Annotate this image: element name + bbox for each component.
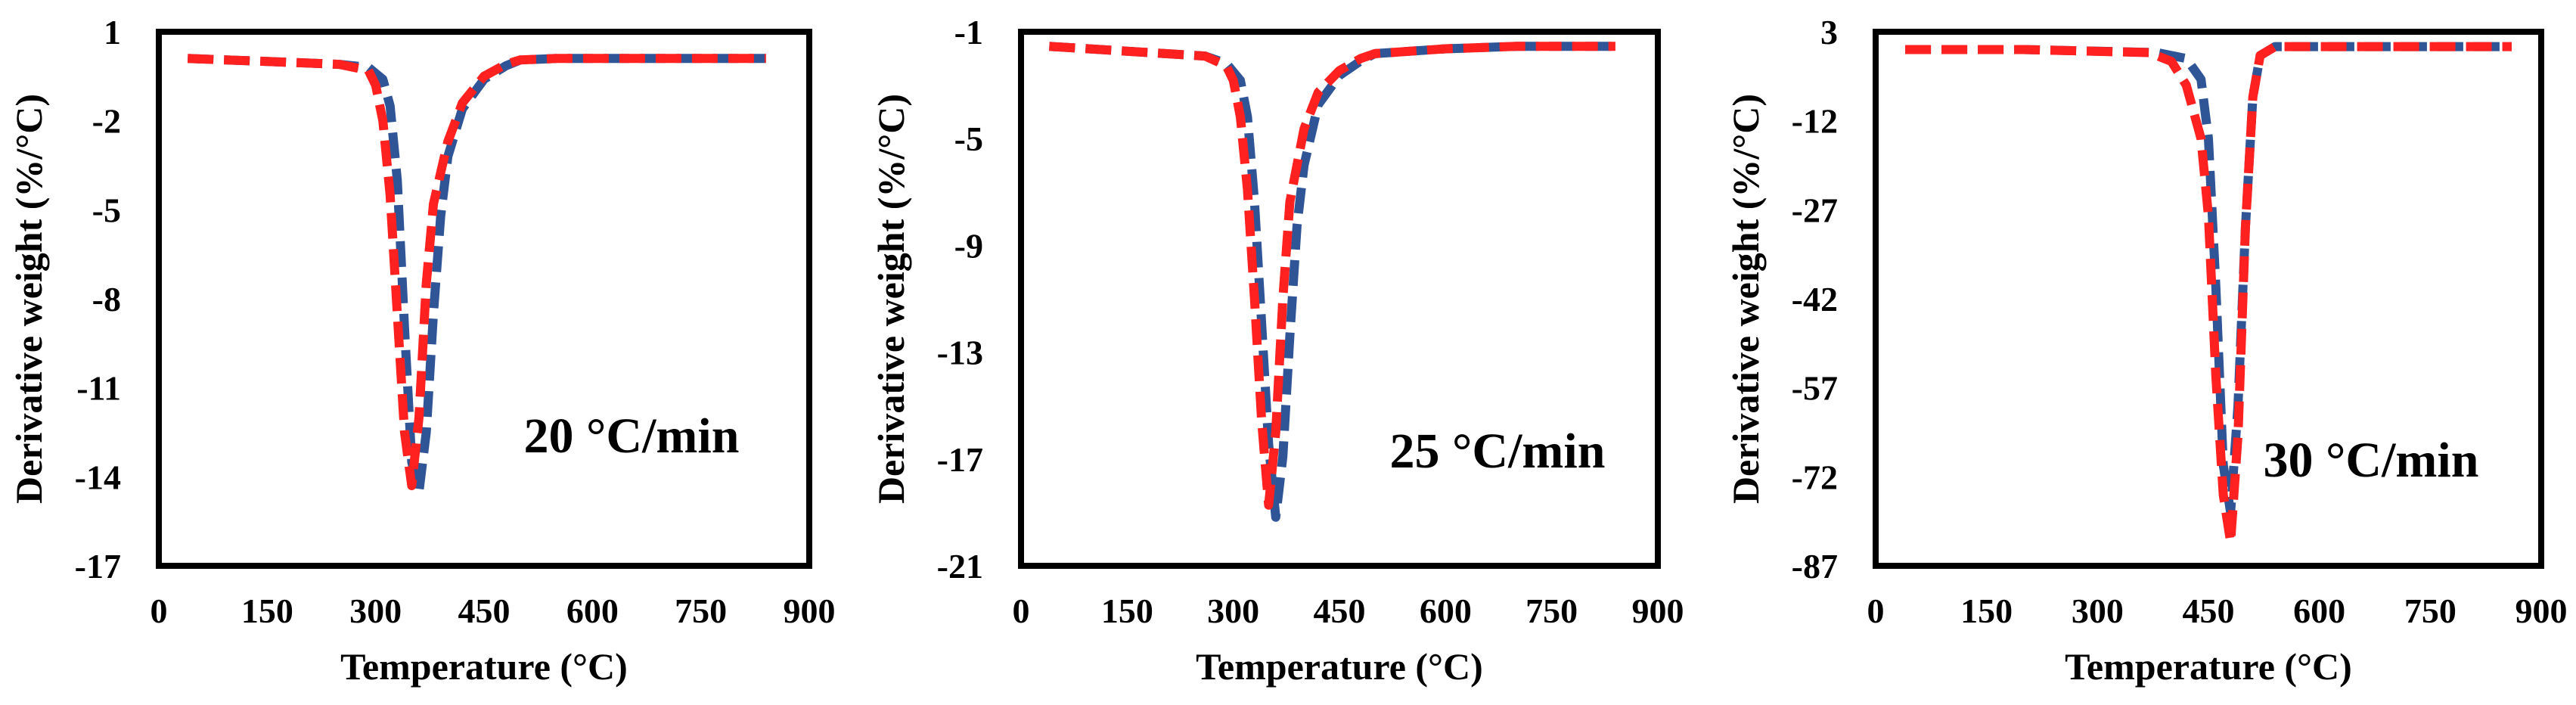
series-line-model bbox=[1049, 42, 1615, 510]
y-tick-label: -1 bbox=[954, 13, 983, 51]
plot-frame bbox=[156, 29, 812, 569]
x-tick-label: 600 bbox=[1420, 592, 1472, 630]
y-tick-label: -5 bbox=[92, 191, 121, 229]
y-tick-label: -87 bbox=[1792, 547, 1838, 585]
y-tick-label: 3 bbox=[1820, 13, 1838, 51]
y-tick-label: 1 bbox=[104, 13, 121, 51]
y-tick-label: -5 bbox=[954, 120, 983, 158]
x-axis-label: Temperature (°C) bbox=[340, 645, 628, 688]
y-axis-label: Derivative weight (%/°C) bbox=[1724, 94, 1767, 504]
x-tick-label: 750 bbox=[675, 592, 727, 630]
heating-rate-label: 20 °C/min bbox=[524, 408, 740, 464]
series-line-measured bbox=[187, 54, 766, 496]
x-tick-label: 150 bbox=[241, 592, 293, 630]
x-tick-label: 0 bbox=[1013, 592, 1030, 630]
y-tick-label: -27 bbox=[1792, 191, 1838, 229]
series-line-model bbox=[1905, 42, 2512, 547]
y-tick-label: -17 bbox=[75, 547, 121, 585]
y-tick-label: -42 bbox=[1792, 280, 1838, 318]
x-tick-label: 0 bbox=[151, 592, 168, 630]
x-tick-label: 150 bbox=[1101, 592, 1153, 630]
series-line-model bbox=[187, 54, 766, 491]
x-tick-label: 300 bbox=[349, 592, 402, 630]
y-tick-label: -9 bbox=[954, 226, 983, 265]
x-tick-label: 750 bbox=[1525, 592, 1578, 630]
x-tick-label: 600 bbox=[566, 592, 619, 630]
x-tick-label: 450 bbox=[1314, 592, 1366, 630]
chart-panel-3: 0 150 300 450 600 750 900 3 -12 -27 -42 -57 -72 -87 Te… bbox=[1724, 13, 2568, 688]
x-axis-label: Temperature (°C) bbox=[1196, 645, 1483, 688]
chart-panel-1: 0 150 300 450 600 750 900 1 -2 -5 -8 -11 -14 -17 Tempe… bbox=[8, 13, 836, 688]
y-tick-label: -21 bbox=[937, 547, 983, 585]
y-tick-label: -17 bbox=[937, 440, 983, 479]
x-tick-label: 150 bbox=[1960, 592, 2013, 630]
x-tick-label: 300 bbox=[2072, 592, 2124, 630]
y-tick-label: -14 bbox=[75, 458, 121, 496]
x-tick-label: 600 bbox=[2293, 592, 2345, 630]
x-tick-label: 900 bbox=[784, 592, 836, 630]
plot-frame bbox=[1018, 29, 1661, 569]
x-tick-label: 300 bbox=[1207, 592, 1259, 630]
y-tick-label: -57 bbox=[1792, 369, 1838, 408]
x-tick-label: 900 bbox=[1632, 592, 1684, 630]
heating-rate-label: 25 °C/min bbox=[1390, 424, 1606, 479]
x-tick-label: 750 bbox=[2404, 592, 2457, 630]
x-tick-label: 450 bbox=[2183, 592, 2235, 630]
y-tick-label: -11 bbox=[76, 369, 121, 408]
y-tick-label: -72 bbox=[1792, 458, 1838, 496]
y-axis-label: Derivative weight (%/°C) bbox=[870, 94, 912, 504]
heating-rate-label: 30 °C/min bbox=[2264, 433, 2479, 488]
x-tick-label: 900 bbox=[2515, 592, 2568, 630]
y-tick-label: -13 bbox=[937, 334, 983, 372]
x-tick-label: 450 bbox=[458, 592, 511, 630]
x-tick-label: 0 bbox=[1867, 592, 1885, 630]
y-axis-label: Derivative weight (%/°C) bbox=[8, 94, 50, 504]
x-axis-label: Temperature (°C) bbox=[2065, 645, 2352, 688]
chart-panel-2: 0 150 300 450 600 750 900 -1 -5 -9 -13 -17 -21 Temper… bbox=[870, 13, 1684, 688]
y-tick-label: -12 bbox=[1792, 102, 1838, 141]
y-tick-label: -2 bbox=[92, 102, 121, 141]
y-tick-label: -8 bbox=[92, 280, 121, 318]
